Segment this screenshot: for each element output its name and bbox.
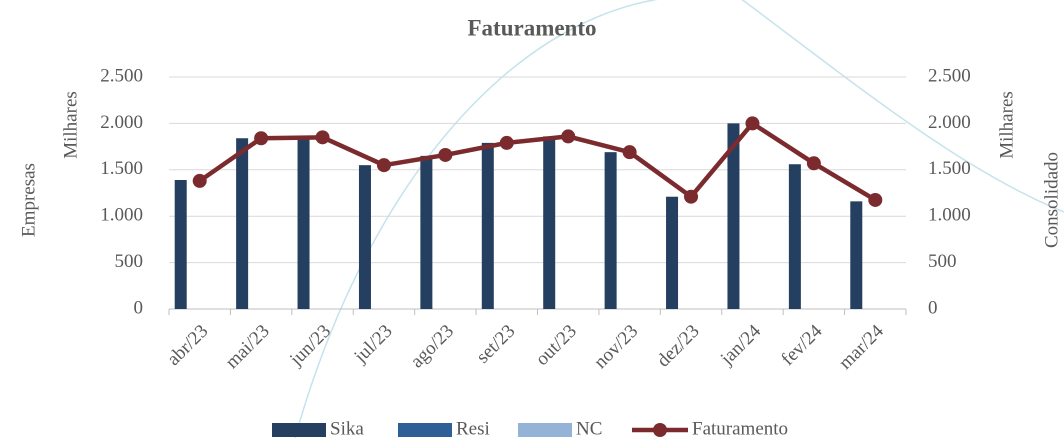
x-tick-label: dez/23: [653, 321, 704, 372]
y2-tick-label: 1.000: [928, 205, 971, 226]
y-tick-label: 1.500: [100, 158, 143, 179]
line-marker: [376, 158, 391, 173]
bar: [850, 201, 863, 309]
line-marker: [192, 173, 207, 188]
line: [198, 121, 877, 202]
line-marker: [745, 116, 760, 131]
line-marker: [499, 135, 514, 150]
decorative-curve: [294, 0, 659, 438]
bar: [358, 165, 371, 309]
bar: [420, 155, 433, 309]
y-tick-label: 0: [134, 297, 144, 318]
bar: [666, 196, 679, 309]
bar: [543, 136, 556, 309]
line-marker: [315, 130, 330, 145]
line-marker: [868, 192, 883, 207]
legend-swatch: [518, 423, 572, 437]
legend-label: Faturamento: [692, 418, 788, 438]
y2-tick-label: 500: [928, 251, 957, 272]
bar: [236, 138, 249, 309]
bar: [727, 123, 740, 310]
y2-tick-label: 1.500: [928, 158, 971, 179]
legend-marker: [653, 423, 667, 437]
bar: [297, 137, 310, 309]
y2-tick-label: 2.000: [928, 112, 971, 133]
chart-title: Faturamento: [467, 15, 596, 40]
x-tick-label: mar/24: [835, 320, 888, 373]
y-axis-title: Empresas: [18, 163, 39, 237]
legend-swatch: [272, 423, 326, 437]
legend-label: NC: [576, 418, 602, 438]
bar: [604, 152, 617, 309]
x-tick-label: nov/23: [590, 321, 642, 373]
legend-swatch: [398, 423, 452, 437]
bar: [481, 142, 494, 309]
y-tick-label: 2.000: [100, 112, 143, 133]
x-tick-label: set/23: [472, 321, 519, 368]
legend-label: Resi: [456, 418, 490, 438]
decorative-curve: [741, 0, 1064, 213]
line-marker: [806, 156, 821, 171]
bar: [174, 180, 187, 309]
line-marker: [684, 189, 699, 204]
x-tick-label: jun/23: [285, 321, 335, 371]
bar: [788, 164, 801, 309]
y-axis-unit: Milhares: [60, 91, 81, 159]
x-tick-label: mai/23: [222, 321, 274, 373]
y-tick-label: 500: [115, 251, 144, 272]
y-tick-label: 1.000: [100, 205, 143, 226]
x-tick-label: jan/24: [716, 320, 765, 369]
line-marker: [622, 145, 637, 160]
legend-label: Sika: [330, 418, 364, 438]
x-tick-label: out/23: [532, 321, 581, 370]
x-tick-label: jul/23: [350, 321, 397, 368]
y2-tick-label: 0: [928, 297, 938, 318]
y2-tick-label: 2.500: [928, 65, 971, 86]
y-tick-label: 2.500: [100, 65, 143, 86]
x-tick-label: abr/23: [163, 321, 212, 370]
line-marker: [561, 129, 576, 144]
y2-axis-title: Consolidado: [1041, 152, 1062, 248]
x-tick-label: ago/23: [407, 321, 458, 372]
line-marker: [254, 131, 269, 146]
y2-axis-unit: Milhares: [996, 91, 1017, 159]
x-tick-label: fev/24: [777, 320, 827, 370]
line-marker: [438, 147, 453, 162]
